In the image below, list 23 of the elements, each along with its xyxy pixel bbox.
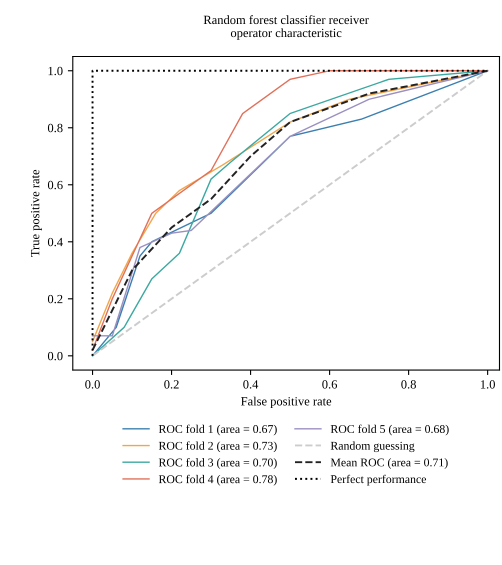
y-tick-label: 1.0 <box>48 66 63 76</box>
legend-label: ROC fold 5 (area = 0.68) <box>330 424 449 436</box>
y-tick-label: 0.6 <box>48 180 63 190</box>
y-tick-label: 0.0 <box>48 352 63 360</box>
legend-label: Perfect performance <box>330 474 426 486</box>
legend-label: ROC fold 4 (area = 0.78) <box>158 474 277 486</box>
y-tick-label: 0.4 <box>48 238 63 246</box>
chart-title: Random forest classifier receiver operator characteristic <box>204 15 369 40</box>
y-axis-title: True positive rate <box>30 170 42 257</box>
legend-label: Mean ROC (area = 0.71) <box>330 458 448 469</box>
x-tick-label: 0.0 <box>85 380 100 389</box>
x-tick-label: 1.0 <box>480 380 495 389</box>
x-tick-label: 0.8 <box>401 380 416 389</box>
x-axis-title: False positive rate <box>241 396 332 408</box>
x-tick-label: 0.2 <box>164 380 179 389</box>
y-tick-label: 0.2 <box>48 294 62 304</box>
legend-label: ROC fold 2 (area = 0.73) <box>158 441 277 452</box>
x-tick-label: 0.4 <box>243 380 258 389</box>
legend-label: ROC fold 3 (area = 0.70) <box>158 458 277 469</box>
legend-label: ROC fold 1 (area = 0.67) <box>158 424 277 436</box>
legend-label: Random guessing <box>330 441 414 452</box>
y-tick-label: 0.8 <box>48 124 63 132</box>
x-tick-label: 0.6 <box>322 380 338 389</box>
